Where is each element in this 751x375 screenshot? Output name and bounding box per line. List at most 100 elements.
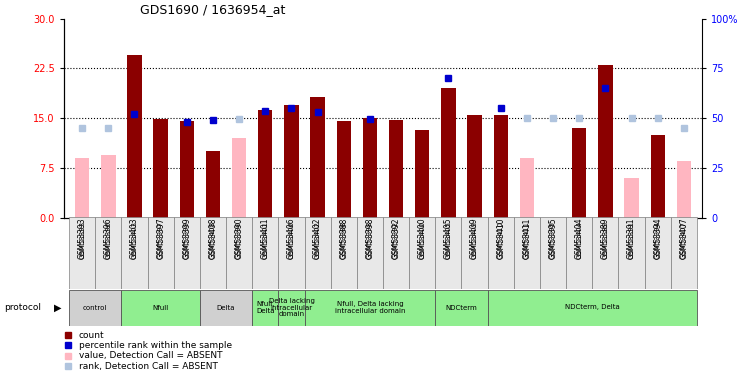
Text: count: count xyxy=(79,331,104,340)
Text: GSM53410: GSM53410 xyxy=(498,221,504,259)
Bar xyxy=(330,217,357,289)
Bar xyxy=(258,110,273,218)
Bar xyxy=(593,217,619,289)
Bar xyxy=(436,290,487,326)
Bar xyxy=(179,121,194,218)
Bar xyxy=(304,290,436,326)
Bar xyxy=(310,97,324,218)
Bar xyxy=(304,217,330,289)
Bar xyxy=(650,135,665,218)
Text: GSM53411: GSM53411 xyxy=(524,221,530,259)
Text: protocol: protocol xyxy=(4,303,41,312)
Bar xyxy=(252,290,279,326)
Text: GSM53406: GSM53406 xyxy=(288,221,294,259)
Text: GSM53389: GSM53389 xyxy=(602,221,608,259)
Bar xyxy=(540,217,566,289)
Bar xyxy=(69,290,122,326)
Text: GSM53391: GSM53391 xyxy=(629,221,635,259)
Bar xyxy=(383,217,409,289)
Bar xyxy=(415,130,430,218)
Text: GSM53394: GSM53394 xyxy=(653,217,662,259)
Bar xyxy=(95,217,122,289)
Bar xyxy=(671,217,697,289)
Text: GSM53392: GSM53392 xyxy=(391,217,400,259)
Text: rank, Detection Call = ABSENT: rank, Detection Call = ABSENT xyxy=(79,362,218,370)
Bar xyxy=(599,65,613,218)
Bar xyxy=(493,115,508,218)
Text: GSM53391: GSM53391 xyxy=(627,217,636,259)
Text: GSM53401: GSM53401 xyxy=(261,217,270,259)
Text: GSM53399: GSM53399 xyxy=(184,221,190,259)
Text: GSM53390: GSM53390 xyxy=(236,221,242,259)
Bar xyxy=(200,290,252,326)
Text: GSM53409: GSM53409 xyxy=(472,221,478,259)
Bar xyxy=(619,217,644,289)
Bar xyxy=(487,217,514,289)
Bar xyxy=(284,105,299,218)
Bar xyxy=(279,290,304,326)
Text: GSM53407: GSM53407 xyxy=(681,221,687,259)
Text: GSM53404: GSM53404 xyxy=(575,217,584,259)
Text: Delta lacking
intracellular
domain: Delta lacking intracellular domain xyxy=(269,297,315,318)
Bar xyxy=(572,181,587,218)
Bar xyxy=(389,120,403,218)
Bar xyxy=(206,151,220,217)
Bar xyxy=(122,217,147,289)
Bar xyxy=(75,158,89,218)
Text: GSM53396: GSM53396 xyxy=(105,221,111,259)
Text: GDS1690 / 1636954_at: GDS1690 / 1636954_at xyxy=(140,3,286,16)
Text: GSM53402: GSM53402 xyxy=(313,217,322,259)
Text: control: control xyxy=(83,304,107,310)
Bar xyxy=(279,217,304,289)
Text: GSM53408: GSM53408 xyxy=(209,217,218,259)
Text: GSM53400: GSM53400 xyxy=(418,217,427,259)
Bar xyxy=(467,115,482,218)
Text: Nfull,
Delta: Nfull, Delta xyxy=(256,301,275,314)
Text: GSM53393: GSM53393 xyxy=(79,221,85,259)
Text: GSM53404: GSM53404 xyxy=(576,221,582,259)
Bar xyxy=(127,55,142,217)
Bar xyxy=(173,217,200,289)
Bar xyxy=(520,158,534,218)
Text: GSM53390: GSM53390 xyxy=(234,217,243,259)
Text: GSM53397: GSM53397 xyxy=(158,221,164,259)
Text: GSM53408: GSM53408 xyxy=(210,221,216,259)
Text: GSM53406: GSM53406 xyxy=(287,217,296,259)
Text: Nfull, Delta lacking
intracellular domain: Nfull, Delta lacking intracellular domai… xyxy=(335,301,406,314)
Bar xyxy=(232,138,246,218)
Text: GSM53389: GSM53389 xyxy=(601,217,610,259)
Text: GSM53407: GSM53407 xyxy=(680,217,689,259)
Bar xyxy=(363,118,377,218)
Text: GSM53403: GSM53403 xyxy=(130,217,139,259)
Bar xyxy=(336,121,351,218)
Bar xyxy=(101,154,116,218)
Text: GSM53402: GSM53402 xyxy=(315,221,321,259)
Text: GSM53405: GSM53405 xyxy=(444,217,453,259)
Bar xyxy=(644,217,671,289)
Bar xyxy=(226,217,252,289)
Text: GSM53399: GSM53399 xyxy=(182,217,192,259)
Text: GSM53398: GSM53398 xyxy=(367,221,373,259)
Bar xyxy=(436,217,462,289)
Bar xyxy=(514,217,540,289)
Text: ▶: ▶ xyxy=(54,303,62,312)
Text: NDCterm, Delta: NDCterm, Delta xyxy=(565,304,620,310)
Bar xyxy=(462,217,487,289)
Text: GSM53398: GSM53398 xyxy=(366,217,375,259)
Text: GSM53403: GSM53403 xyxy=(131,221,137,259)
Text: GSM53393: GSM53393 xyxy=(77,217,86,259)
Text: GSM53388: GSM53388 xyxy=(341,221,347,259)
Bar xyxy=(122,290,200,326)
Text: GSM53397: GSM53397 xyxy=(156,217,165,259)
Text: GSM53392: GSM53392 xyxy=(393,221,399,259)
Bar xyxy=(487,290,697,326)
Text: GSM53394: GSM53394 xyxy=(655,221,661,259)
Bar xyxy=(357,217,383,289)
Text: Delta: Delta xyxy=(217,304,235,310)
Text: GSM53411: GSM53411 xyxy=(523,217,532,259)
Text: GSM53405: GSM53405 xyxy=(445,221,451,259)
Bar xyxy=(153,120,167,218)
Bar xyxy=(566,217,593,289)
Bar xyxy=(624,178,639,218)
Bar xyxy=(409,217,436,289)
